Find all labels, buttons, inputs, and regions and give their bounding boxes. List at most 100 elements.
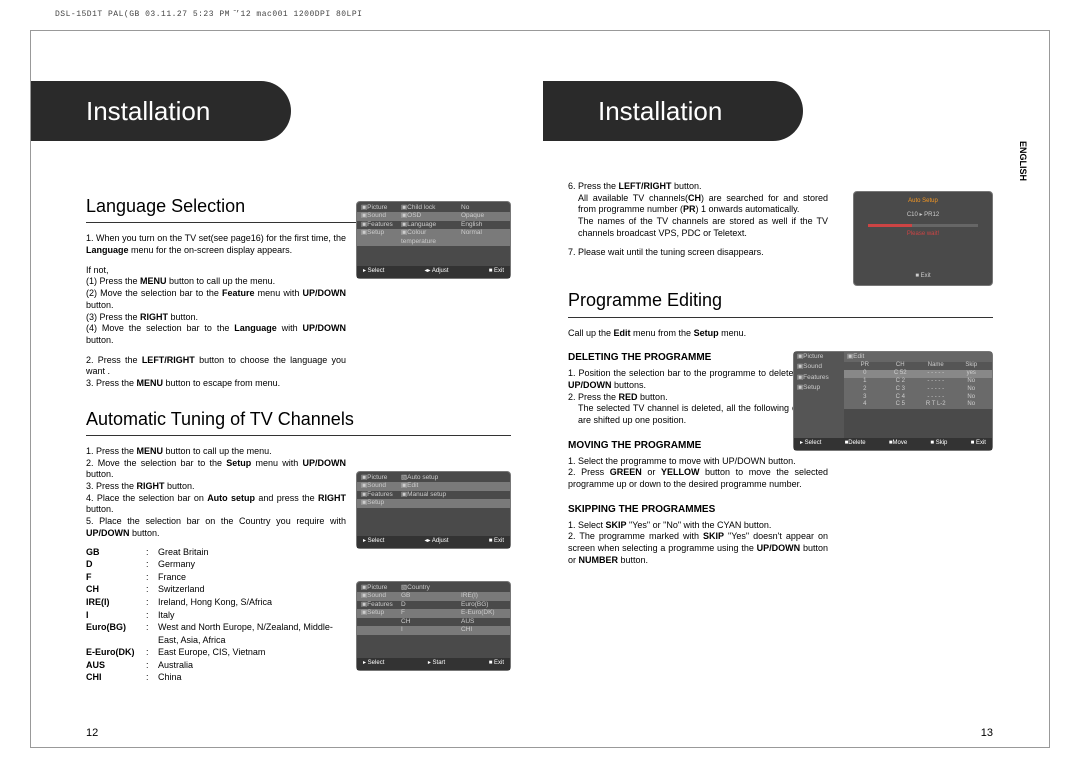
text: YELLOW	[661, 467, 700, 477]
country-code-table: GB:Great BritainD:GermanyF:FranceCH:Swit…	[86, 546, 346, 685]
osd-title: Auto Setup	[860, 198, 986, 206]
text: UP/DOWN	[303, 458, 347, 468]
subhead-deleting: DELETING THE PROGRAMME	[568, 351, 828, 364]
chapter-heading-right: Installation	[543, 81, 803, 141]
text: SKIP	[703, 531, 724, 541]
text: The names of the TV channels are stored …	[568, 216, 828, 239]
text: 1. Select	[568, 520, 606, 530]
text: button.	[168, 312, 198, 322]
section-programme-editing: Programme Editing	[568, 289, 993, 317]
text: button.	[86, 335, 114, 345]
text: GREEN	[610, 467, 642, 477]
subhead-moving: MOVING THE PROGRAMME	[568, 439, 828, 452]
text: button.	[86, 300, 114, 310]
chapter-heading-left: Installation	[31, 81, 291, 141]
text: SKIP	[606, 520, 627, 530]
text: button to call up the menu.	[167, 276, 276, 286]
text: "Yes" or "No" with the CYAN button.	[627, 520, 772, 530]
text: button.	[86, 504, 114, 514]
text: button to call up the menu.	[163, 446, 272, 456]
page-left: Installation Language Selection 1. When …	[31, 31, 537, 747]
text: Setup	[694, 328, 719, 338]
text: 2. Press the	[86, 355, 142, 365]
text: and press the	[255, 493, 318, 503]
text: UP/DOWN	[86, 528, 130, 538]
text: button to escape from menu.	[163, 378, 280, 388]
page-number-right: 13	[981, 727, 993, 739]
text: LEFT/RIGHT	[619, 181, 672, 191]
text: Setup	[226, 458, 251, 468]
text: button.	[638, 392, 668, 402]
text: or	[642, 467, 661, 477]
osd-screenshot-setup: ▣Picture▧Auto setup▣Sound▣Edit▣Features▣…	[356, 471, 511, 549]
auto-tuning-instructions: 1. Press the MENU button to call up the …	[86, 446, 346, 684]
text: 2. The programme marked with	[568, 531, 703, 541]
text: RIGHT	[318, 493, 346, 503]
osd-screenshot-edit: ▣Picture▣Sound▣Features▣Setup▣EditPRCHNa…	[793, 351, 993, 451]
language-tab: ENGLISH	[1018, 141, 1028, 181]
text: 6. Press the	[568, 181, 619, 191]
text: 4. Place the selection bar on	[86, 493, 207, 503]
text: All available TV channels(	[578, 193, 688, 203]
text: button.	[672, 181, 702, 191]
text: menu.	[719, 328, 747, 338]
text: menu with	[251, 458, 302, 468]
text: menu for the on-screen display appears.	[129, 245, 293, 255]
text: button.	[618, 555, 648, 565]
osd-screenshot-country: ▣Picture▧Country▣SoundGBIRE(I)▣FeaturesD…	[356, 581, 511, 671]
osd-screenshot-autosetup: Auto Setup C10 ▸ PR12 Please wait! ■ Exi…	[853, 191, 993, 286]
text: UP/DOWN	[568, 380, 612, 390]
text: (4) Move the selection bar to the	[86, 323, 234, 333]
text: (3) Press the	[86, 312, 140, 322]
text: ) 1 onwards automatically.	[696, 204, 800, 214]
text: RED	[619, 392, 638, 402]
text: UP/DOWN	[303, 323, 347, 333]
text: 2. Press the	[568, 392, 619, 402]
text: If not,	[86, 265, 346, 277]
text: 5. Place the selection bar on the Countr…	[86, 516, 346, 526]
section-auto-tuning: Automatic Tuning of TV Channels	[86, 408, 511, 436]
text: buttons.	[612, 380, 647, 390]
text: MENU	[137, 378, 164, 388]
text: CH	[688, 193, 701, 203]
text: LEFT/RIGHT	[142, 355, 195, 365]
text: MENU	[140, 276, 167, 286]
text: (2) Move the selection bar to the	[86, 288, 222, 298]
text: Language	[86, 245, 129, 255]
text: with	[277, 323, 303, 333]
text: button.	[165, 481, 195, 491]
text: Call up the	[568, 328, 614, 338]
text: 3. Press the	[86, 378, 137, 388]
continued-instructions: 6. Press the LEFT/RIGHT button. All avai…	[568, 181, 828, 259]
subhead-skipping: SKIPPING THE PROGRAMMES	[568, 503, 828, 516]
text: 1. Position the selection bar to the pro…	[568, 368, 828, 378]
language-instructions: 1. When you turn on the TV set(see page1…	[86, 233, 346, 389]
text: The selected TV channel is deleted, all …	[568, 403, 828, 426]
text: button.	[86, 469, 114, 479]
text: MENU	[137, 446, 164, 456]
text: menu with	[255, 288, 303, 298]
text: RIGHT	[140, 312, 168, 322]
text: NUMBER	[579, 555, 619, 565]
osd-line: C10 ▸ PR12	[860, 212, 986, 220]
text: 3. Press the	[86, 481, 137, 491]
osd-exit: ■ Exit	[854, 273, 992, 281]
left-content: Language Selection 1. When you turn on t…	[86, 181, 511, 707]
page-number-left: 12	[86, 727, 98, 739]
osd-wait: Please wait!	[860, 231, 986, 239]
text: Auto setup	[207, 493, 255, 503]
file-meta-header: DSL-15D1T PAL(GB 03.11.27 5:23 PM ̆’12 m…	[55, 10, 362, 19]
programme-editing-body: Call up the Edit menu from the Setup men…	[568, 328, 828, 567]
page-right: Installation ENGLISH 6. Press the LEFT/R…	[543, 31, 1049, 747]
text: 1. When you turn on the TV set(see page1…	[86, 233, 346, 243]
text: UP/DOWN	[302, 288, 346, 298]
text: 1. Select the programme to move with UP/…	[568, 456, 828, 468]
text: 2. Move the selection bar to the	[86, 458, 226, 468]
text: RIGHT	[137, 481, 165, 491]
right-content: 6. Press the LEFT/RIGHT button. All avai…	[568, 181, 993, 707]
text: Feature	[222, 288, 255, 298]
text: 1. Press the	[86, 446, 137, 456]
page-spread: Installation Language Selection 1. When …	[30, 30, 1050, 748]
text: Language	[234, 323, 277, 333]
text: PR	[683, 204, 696, 214]
